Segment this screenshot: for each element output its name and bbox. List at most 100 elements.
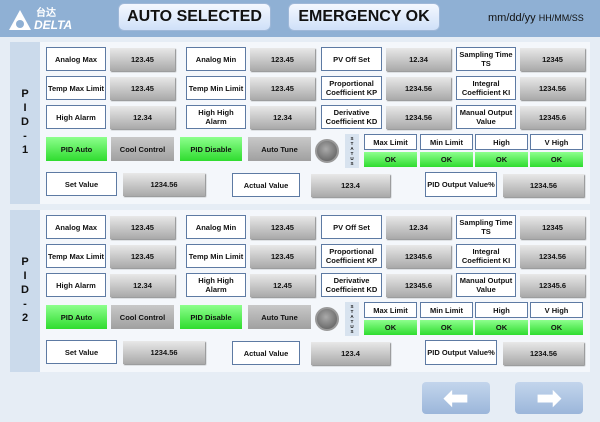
value-temp-max[interactable]: 123.45 [110, 77, 175, 100]
value-ki[interactable]: 1234.56 [520, 245, 585, 268]
datetime: mm/dd/yy HH/MM/SS [488, 12, 584, 24]
value-manual-output[interactable]: 12345.6 [520, 274, 585, 297]
label-high-alarm: High Alarm [46, 105, 106, 129]
status-max-limit-ok: OK [364, 152, 417, 167]
status-text: STATUS [349, 304, 355, 334]
status-max-limit-label: Max Limit [364, 134, 417, 150]
value-sampling-time[interactable]: 12345 [520, 216, 585, 239]
value-manual-output[interactable]: 12345.6 [520, 106, 585, 129]
panel-title-text: PID-2 [19, 256, 31, 326]
delta-triangle-icon [9, 10, 31, 30]
label-analog-max: Analog Max [46, 47, 106, 71]
label-ki: Integral Coefficient KI [456, 244, 516, 268]
label-pv-offset: PV Off Set [321, 215, 382, 239]
status-high-ok: OK [475, 152, 528, 167]
label-ki: Integral Coefficient KI [456, 76, 516, 100]
value-kp[interactable]: 1234.56 [386, 77, 451, 100]
label-temp-max: Temp Max Limit [46, 76, 106, 100]
status-high-label: High [475, 134, 528, 150]
label-high-high-alarm: High High Alarm [186, 105, 246, 129]
pid-auto-button[interactable]: PID Auto [46, 305, 107, 329]
value-temp-min[interactable]: 123.45 [250, 245, 315, 268]
panel-title: PID-2 [10, 210, 40, 372]
value-pv-offset[interactable]: 12.34 [386, 48, 451, 71]
value-high-alarm[interactable]: 12.34 [110, 106, 175, 129]
label-sampling-time: Sampling Time TS [456, 47, 516, 71]
panel-title-text: PID-1 [19, 88, 31, 158]
value-high-high-alarm[interactable]: 12.45 [250, 274, 315, 297]
cool-control-button[interactable]: Cool Control [111, 137, 174, 161]
value-pv-offset[interactable]: 12.34 [386, 216, 451, 239]
pid-disable-button[interactable]: PID Disable [180, 305, 242, 329]
value-temp-max[interactable]: 123.45 [110, 245, 175, 268]
label-pid-output: PID Output Value% [425, 172, 497, 197]
time-display: HH/MM/SS [538, 13, 584, 23]
delta-logo: 台达 DELTA [8, 4, 78, 32]
label-pid-output: PID Output Value% [425, 340, 497, 365]
pid-disable-button[interactable]: PID Disable [180, 137, 242, 161]
indicator-lamp-icon [315, 139, 339, 163]
value-ki[interactable]: 1234.56 [520, 77, 585, 100]
label-high-alarm: High Alarm [46, 273, 106, 297]
value-set-value[interactable]: 1234.56 [123, 173, 205, 196]
value-kd[interactable]: 12345.6 [386, 274, 451, 297]
status-v-high-ok: OK [530, 152, 583, 167]
status-min-limit-ok: OK [420, 152, 473, 167]
value-high-high-alarm[interactable]: 12.34 [250, 106, 315, 129]
auto-tune-button[interactable]: Auto Tune [248, 137, 311, 161]
value-pid-output: 1234.56 [503, 342, 584, 365]
auto-tune-button[interactable]: Auto Tune [248, 305, 311, 329]
value-analog-max[interactable]: 123.45 [110, 216, 175, 239]
status-label: STATUS [345, 302, 359, 336]
value-sampling-time[interactable]: 12345 [520, 48, 585, 71]
label-actual-value: Actual Value [232, 341, 300, 365]
cool-control-button[interactable]: Cool Control [111, 305, 174, 329]
status-text: STATUS [349, 136, 355, 166]
label-temp-max: Temp Max Limit [46, 244, 106, 268]
label-manual-output: Manual Output Value [456, 105, 516, 129]
value-analog-max[interactable]: 123.45 [110, 48, 175, 71]
next-page-button[interactable]: ➡ [515, 382, 583, 415]
pid-panel-2: PID-2 Analog Max 123.45 Analog Min 123.45 PV … [10, 210, 590, 372]
status-min-limit-label: Min Limit [420, 134, 473, 150]
pid-auto-button[interactable]: PID Auto [46, 137, 107, 161]
status-high-ok: OK [475, 320, 528, 335]
value-kp[interactable]: 12345.6 [386, 245, 451, 268]
logo-text: DELTA [34, 18, 73, 32]
label-manual-output: Manual Output Value [456, 273, 516, 297]
label-set-value: Set Value [46, 172, 117, 196]
status-min-limit-label: Min Limit [420, 302, 473, 318]
label-analog-max: Analog Max [46, 215, 106, 239]
status-high-label: High [475, 302, 528, 318]
pid-panel-1: PID-1 Analog Max 123.45 Analog Min 123.45 PV … [10, 42, 590, 204]
value-set-value[interactable]: 1234.56 [123, 341, 205, 364]
status-min-limit-ok: OK [420, 320, 473, 335]
status-max-limit-label: Max Limit [364, 302, 417, 318]
label-analog-min: Analog Min [186, 47, 246, 71]
value-actual-value: 123.4 [311, 174, 390, 197]
label-kd: Derivative Coefficient KD [321, 105, 382, 129]
label-set-value: Set Value [46, 340, 117, 364]
value-temp-min[interactable]: 123.45 [250, 77, 315, 100]
status-v-high-label: V High [530, 302, 583, 318]
label-kp: Proportional Coefficient KP [321, 244, 382, 268]
label-kd: Derivative Coefficient KD [321, 273, 382, 297]
status-label: STATUS [345, 134, 359, 168]
emergency-ok-button[interactable]: EMERGENCY OK [288, 3, 440, 31]
auto-selected-button[interactable]: AUTO SELECTED [118, 3, 271, 31]
label-sampling-time: Sampling Time TS [456, 215, 516, 239]
date-display: mm/dd/yy [488, 12, 536, 24]
prev-page-button[interactable]: ⬅ [422, 382, 490, 415]
label-actual-value: Actual Value [232, 173, 300, 197]
value-high-alarm[interactable]: 12.34 [110, 274, 175, 297]
value-analog-min[interactable]: 123.45 [250, 48, 315, 71]
panel-title: PID-1 [10, 42, 40, 204]
status-v-high-label: V High [530, 134, 583, 150]
label-pv-offset: PV Off Set [321, 47, 382, 71]
value-analog-min[interactable]: 123.45 [250, 216, 315, 239]
value-pid-output: 1234.56 [503, 174, 584, 197]
logo-cn: 台达 [36, 8, 56, 19]
status-v-high-ok: OK [530, 320, 583, 335]
label-high-high-alarm: High High Alarm [186, 273, 246, 297]
value-kd[interactable]: 1234.56 [386, 106, 451, 129]
